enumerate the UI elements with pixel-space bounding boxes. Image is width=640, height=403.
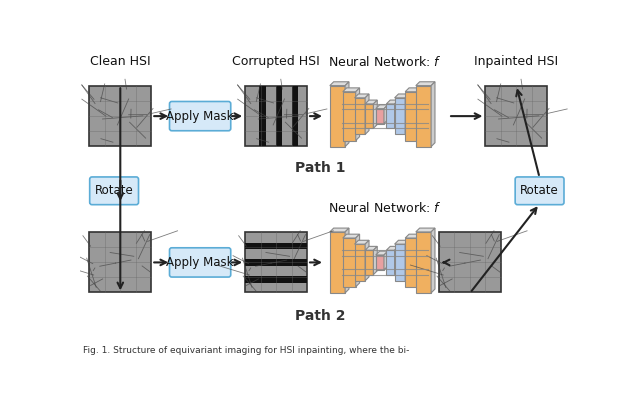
Polygon shape <box>330 82 349 85</box>
Bar <box>343 238 356 287</box>
Polygon shape <box>343 234 360 238</box>
Bar <box>416 232 431 293</box>
Polygon shape <box>418 88 422 141</box>
Polygon shape <box>416 82 435 85</box>
Text: Apply Mask: Apply Mask <box>166 110 234 123</box>
Bar <box>90 86 151 146</box>
Text: Fig. 1. Structure of equivariant imaging for HSI inpainting, where the bi-: Fig. 1. Structure of equivariant imaging… <box>83 346 410 355</box>
Polygon shape <box>365 100 377 104</box>
Polygon shape <box>365 94 369 135</box>
Polygon shape <box>418 234 422 287</box>
Bar <box>405 238 418 287</box>
Bar <box>416 85 431 147</box>
Polygon shape <box>395 100 399 128</box>
Polygon shape <box>373 100 377 128</box>
Polygon shape <box>395 94 409 98</box>
Bar <box>245 260 307 266</box>
Bar <box>387 104 395 128</box>
Polygon shape <box>355 240 369 244</box>
Text: Neural Network: $f$: Neural Network: $f$ <box>328 201 442 215</box>
Polygon shape <box>345 82 349 147</box>
Polygon shape <box>395 240 409 244</box>
Text: Corrupted HSI: Corrupted HSI <box>232 54 320 68</box>
Polygon shape <box>365 246 377 250</box>
Text: Clean HSI: Clean HSI <box>90 54 150 68</box>
Bar <box>376 255 384 270</box>
Polygon shape <box>395 246 399 274</box>
Polygon shape <box>405 94 409 135</box>
Text: Path 1: Path 1 <box>295 161 346 175</box>
Polygon shape <box>384 105 388 124</box>
Bar <box>292 86 298 146</box>
Polygon shape <box>431 82 435 147</box>
Bar <box>395 244 405 281</box>
Bar <box>343 92 356 141</box>
Polygon shape <box>405 240 409 281</box>
Polygon shape <box>416 228 435 232</box>
Polygon shape <box>365 240 369 281</box>
Polygon shape <box>405 234 422 238</box>
Polygon shape <box>373 246 377 274</box>
Polygon shape <box>376 251 388 255</box>
Text: Rotate: Rotate <box>95 184 134 197</box>
Text: Path 2: Path 2 <box>295 309 346 322</box>
Bar <box>355 244 365 281</box>
Polygon shape <box>405 88 422 92</box>
Bar <box>387 250 395 274</box>
Bar <box>405 92 418 141</box>
Bar <box>245 86 307 146</box>
Polygon shape <box>356 88 360 141</box>
Polygon shape <box>356 234 360 287</box>
Bar <box>355 98 365 135</box>
Polygon shape <box>345 228 349 293</box>
Text: Inpainted HSI: Inpainted HSI <box>474 54 558 68</box>
Bar <box>330 232 345 293</box>
Polygon shape <box>330 228 349 232</box>
FancyBboxPatch shape <box>515 177 564 205</box>
Bar <box>245 233 307 293</box>
Polygon shape <box>387 246 399 250</box>
Polygon shape <box>355 94 369 98</box>
Bar <box>245 243 307 249</box>
Bar <box>276 86 282 146</box>
Polygon shape <box>376 105 388 109</box>
Bar <box>365 104 373 128</box>
Bar <box>395 98 405 135</box>
Bar <box>245 276 307 283</box>
Polygon shape <box>431 228 435 293</box>
Text: Apply Mask: Apply Mask <box>166 256 234 269</box>
Text: Neural Network: $f$: Neural Network: $f$ <box>328 54 442 69</box>
FancyBboxPatch shape <box>90 177 138 205</box>
Polygon shape <box>343 88 360 92</box>
Bar <box>376 109 384 124</box>
Polygon shape <box>384 251 388 270</box>
Bar <box>485 86 547 146</box>
FancyBboxPatch shape <box>170 248 231 277</box>
FancyBboxPatch shape <box>170 102 231 131</box>
Bar <box>439 233 501 293</box>
Bar <box>259 86 266 146</box>
Bar <box>330 85 345 147</box>
Polygon shape <box>387 100 399 104</box>
Bar <box>90 233 151 293</box>
Bar <box>365 250 373 274</box>
Text: Rotate: Rotate <box>520 184 559 197</box>
